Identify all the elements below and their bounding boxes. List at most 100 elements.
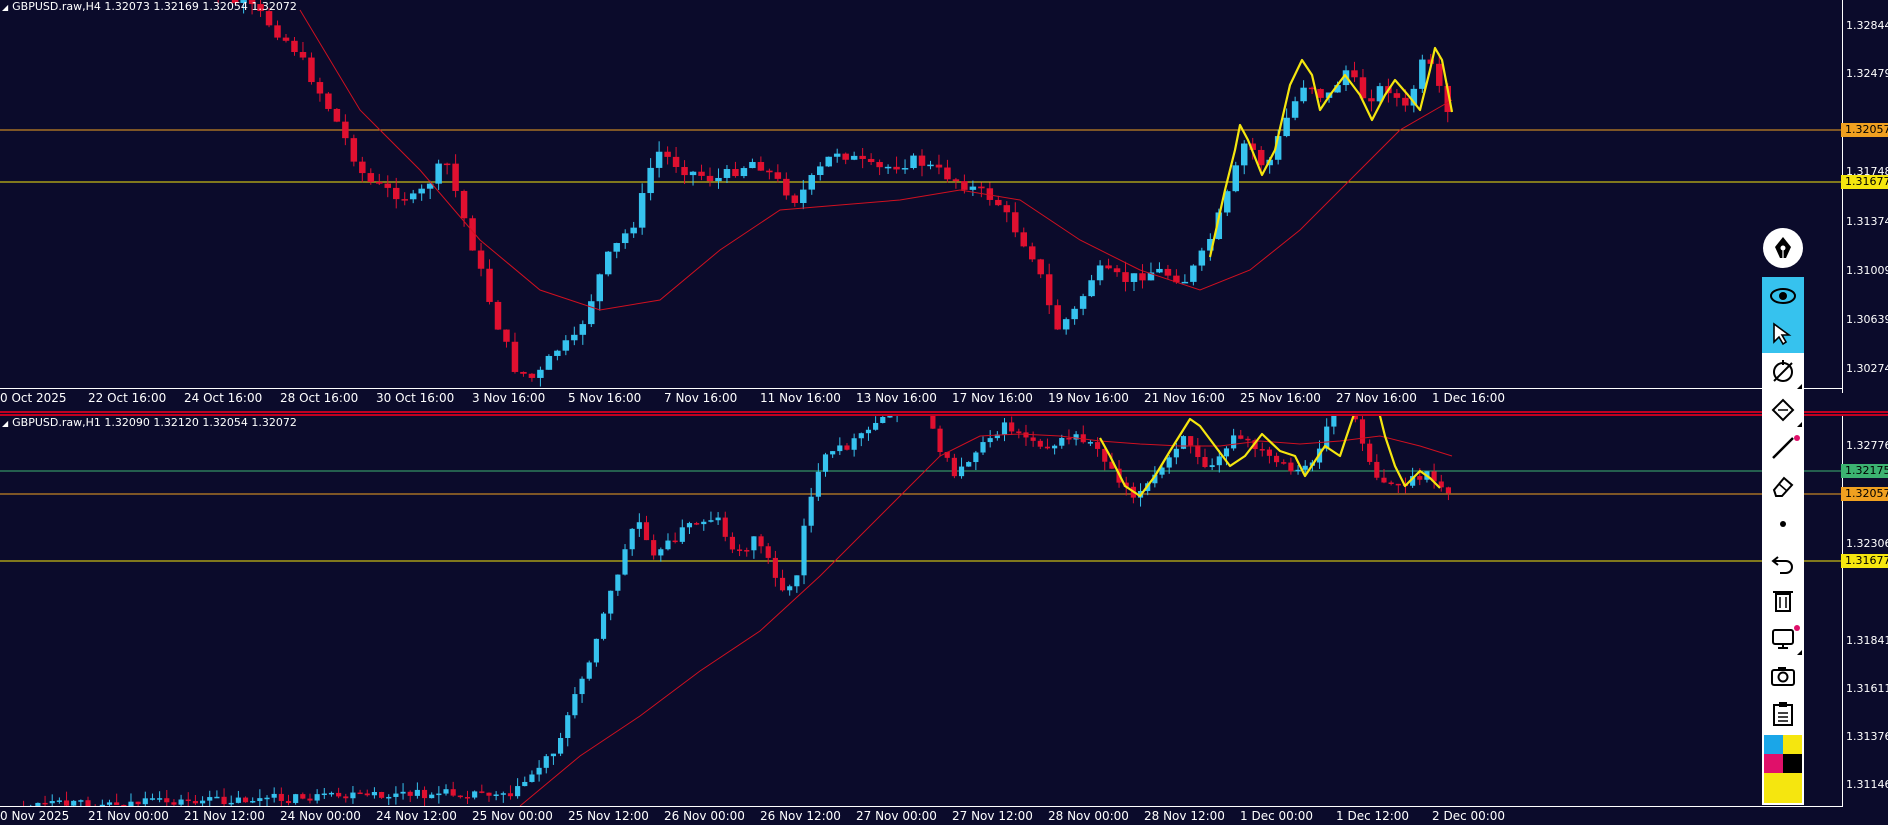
collapse-triangle-icon[interactable]: ◢ [2,3,9,12]
h1-candle-body [958,466,965,477]
h1-candle [407,790,413,803]
h1-candle [951,453,957,479]
h4-zigzag-line [1208,46,1454,258]
h1-candle-body [937,428,943,453]
palette-swatch[interactable] [1783,735,1802,754]
h4-candle-body [647,167,654,194]
h1-price-axis[interactable] [1842,416,1888,807]
h4-candle [217,0,219,4]
h4-candle-body [1317,89,1324,98]
h1-candlestick-chart[interactable] [0,416,1842,807]
h4-candle [706,167,714,187]
h4-time-axis[interactable]: 0 Oct 2025 22 Oct 16:00 24 Oct 16:00 28 Oct… [0,388,1842,407]
color-palette-icon[interactable] [1764,735,1802,803]
h1-candle-body [221,796,227,805]
h4-candle [774,164,782,183]
h4-candle [800,179,807,210]
h1-candle-body [357,792,363,795]
pane-separator[interactable] [0,411,1888,416]
h1-candle [1173,443,1179,465]
h1-price-tag: 1.32175 [1841,464,1888,478]
h4-candle [1156,262,1163,274]
h4-candle-body [715,177,722,182]
toolbar-trash-button[interactable] [1762,581,1804,619]
pen-nib-icon[interactable] [1763,228,1803,268]
collapse-triangle-icon[interactable]: ◢ [2,419,9,428]
h1-candle-body [379,791,385,798]
toolbar-trendline-button[interactable] [1762,429,1804,467]
h1-candle-body [1223,448,1230,457]
h1-candle [1388,480,1394,486]
toolbar-tag-label-button[interactable] [1762,391,1804,429]
h4-candle [333,107,341,123]
h1-candle-body [314,794,320,801]
h4-candle [1300,80,1307,104]
h1-candle [300,792,306,800]
toolbar-crosshair-cancel-button[interactable] [1762,353,1804,391]
h4-candle [655,141,663,178]
h4-chart-pane[interactable]: ◢ GBPUSD.raw,H4 1.32073 1.32169 1.32054 1… [0,0,1888,411]
toolbar-eye-button[interactable] [1762,277,1804,315]
toolbar-color-palette-button[interactable] [1762,733,1804,805]
h4-candle [825,156,832,168]
h1-candle-body [608,590,614,614]
indicator-dot [1794,435,1800,441]
h1-time-axis[interactable]: 0 Nov 2025 21 Nov 00:00 21 Nov 12:00 24 Nov… [0,806,1842,825]
h4-candle-body [588,301,595,325]
h1-candle [744,547,750,557]
h4-candle-body [774,172,782,179]
h4-candle [1071,306,1078,325]
h1-candle [1030,431,1036,447]
h1-candle-body [1445,487,1451,494]
h1-candle-body [264,797,270,800]
h4-candle-body [1393,93,1401,98]
h1-candle-body [665,540,671,550]
h4-candle [477,242,485,277]
h4-candle [596,273,603,311]
palette-swatch[interactable] [1764,773,1802,803]
toolbar-camera-button[interactable] [1762,657,1804,695]
h4-price-axis[interactable] [1842,0,1888,393]
h4-candle [918,149,926,177]
palette-swatch[interactable] [1764,754,1783,773]
h1-candle-body [200,800,206,804]
h1-time-label: 26 Nov 00:00 [664,809,745,823]
h4-candle [231,0,239,5]
h1-candle [608,590,614,621]
h1-candle-body [1266,449,1272,456]
h1-candle-body [1245,438,1251,441]
h4-candle [630,221,637,238]
h1-candle [271,787,277,803]
h1-candle-body [944,452,950,458]
toolbar-dot-button[interactable] [1762,505,1804,543]
h1-candle [815,463,821,501]
toolbar-clipboard-button[interactable] [1762,695,1804,733]
h1-candle [185,792,191,807]
h4-candle [884,164,892,174]
toolbar-cursor-arrow-button[interactable] [1762,315,1804,353]
palette-swatch[interactable] [1764,735,1783,754]
h1-candle [457,795,463,799]
h1-candle-body [63,800,70,806]
toolbar-eraser-button[interactable] [1762,467,1804,505]
h1-time-label: 24 Nov 12:00 [376,809,457,823]
h4-candlestick-chart[interactable] [0,0,1842,393]
h4-candle-body [689,171,697,176]
h1-candle [307,793,313,804]
h1-candle [264,795,270,807]
h1-chart-pane[interactable]: ◢ GBPUSD.raw,H1 1.32090 1.32120 1.32054 1… [0,416,1888,825]
palette-swatch[interactable] [1783,754,1802,773]
cursor-arrow-icon [1771,322,1795,346]
toolbar-monitor-button[interactable] [1762,619,1804,657]
h1-candle [1438,474,1444,492]
h4-candle [350,134,358,167]
h4-candle-body [359,161,366,174]
toolbar-undo-button[interactable] [1762,543,1804,581]
h1-candle [472,790,478,800]
h1-candle-body [858,433,864,439]
h4-candle-body [1207,238,1214,251]
h1-candle-body [722,517,728,537]
h4-candle-body [1147,272,1155,281]
h4-candle-body [1054,305,1061,330]
h1-candle [558,732,564,757]
